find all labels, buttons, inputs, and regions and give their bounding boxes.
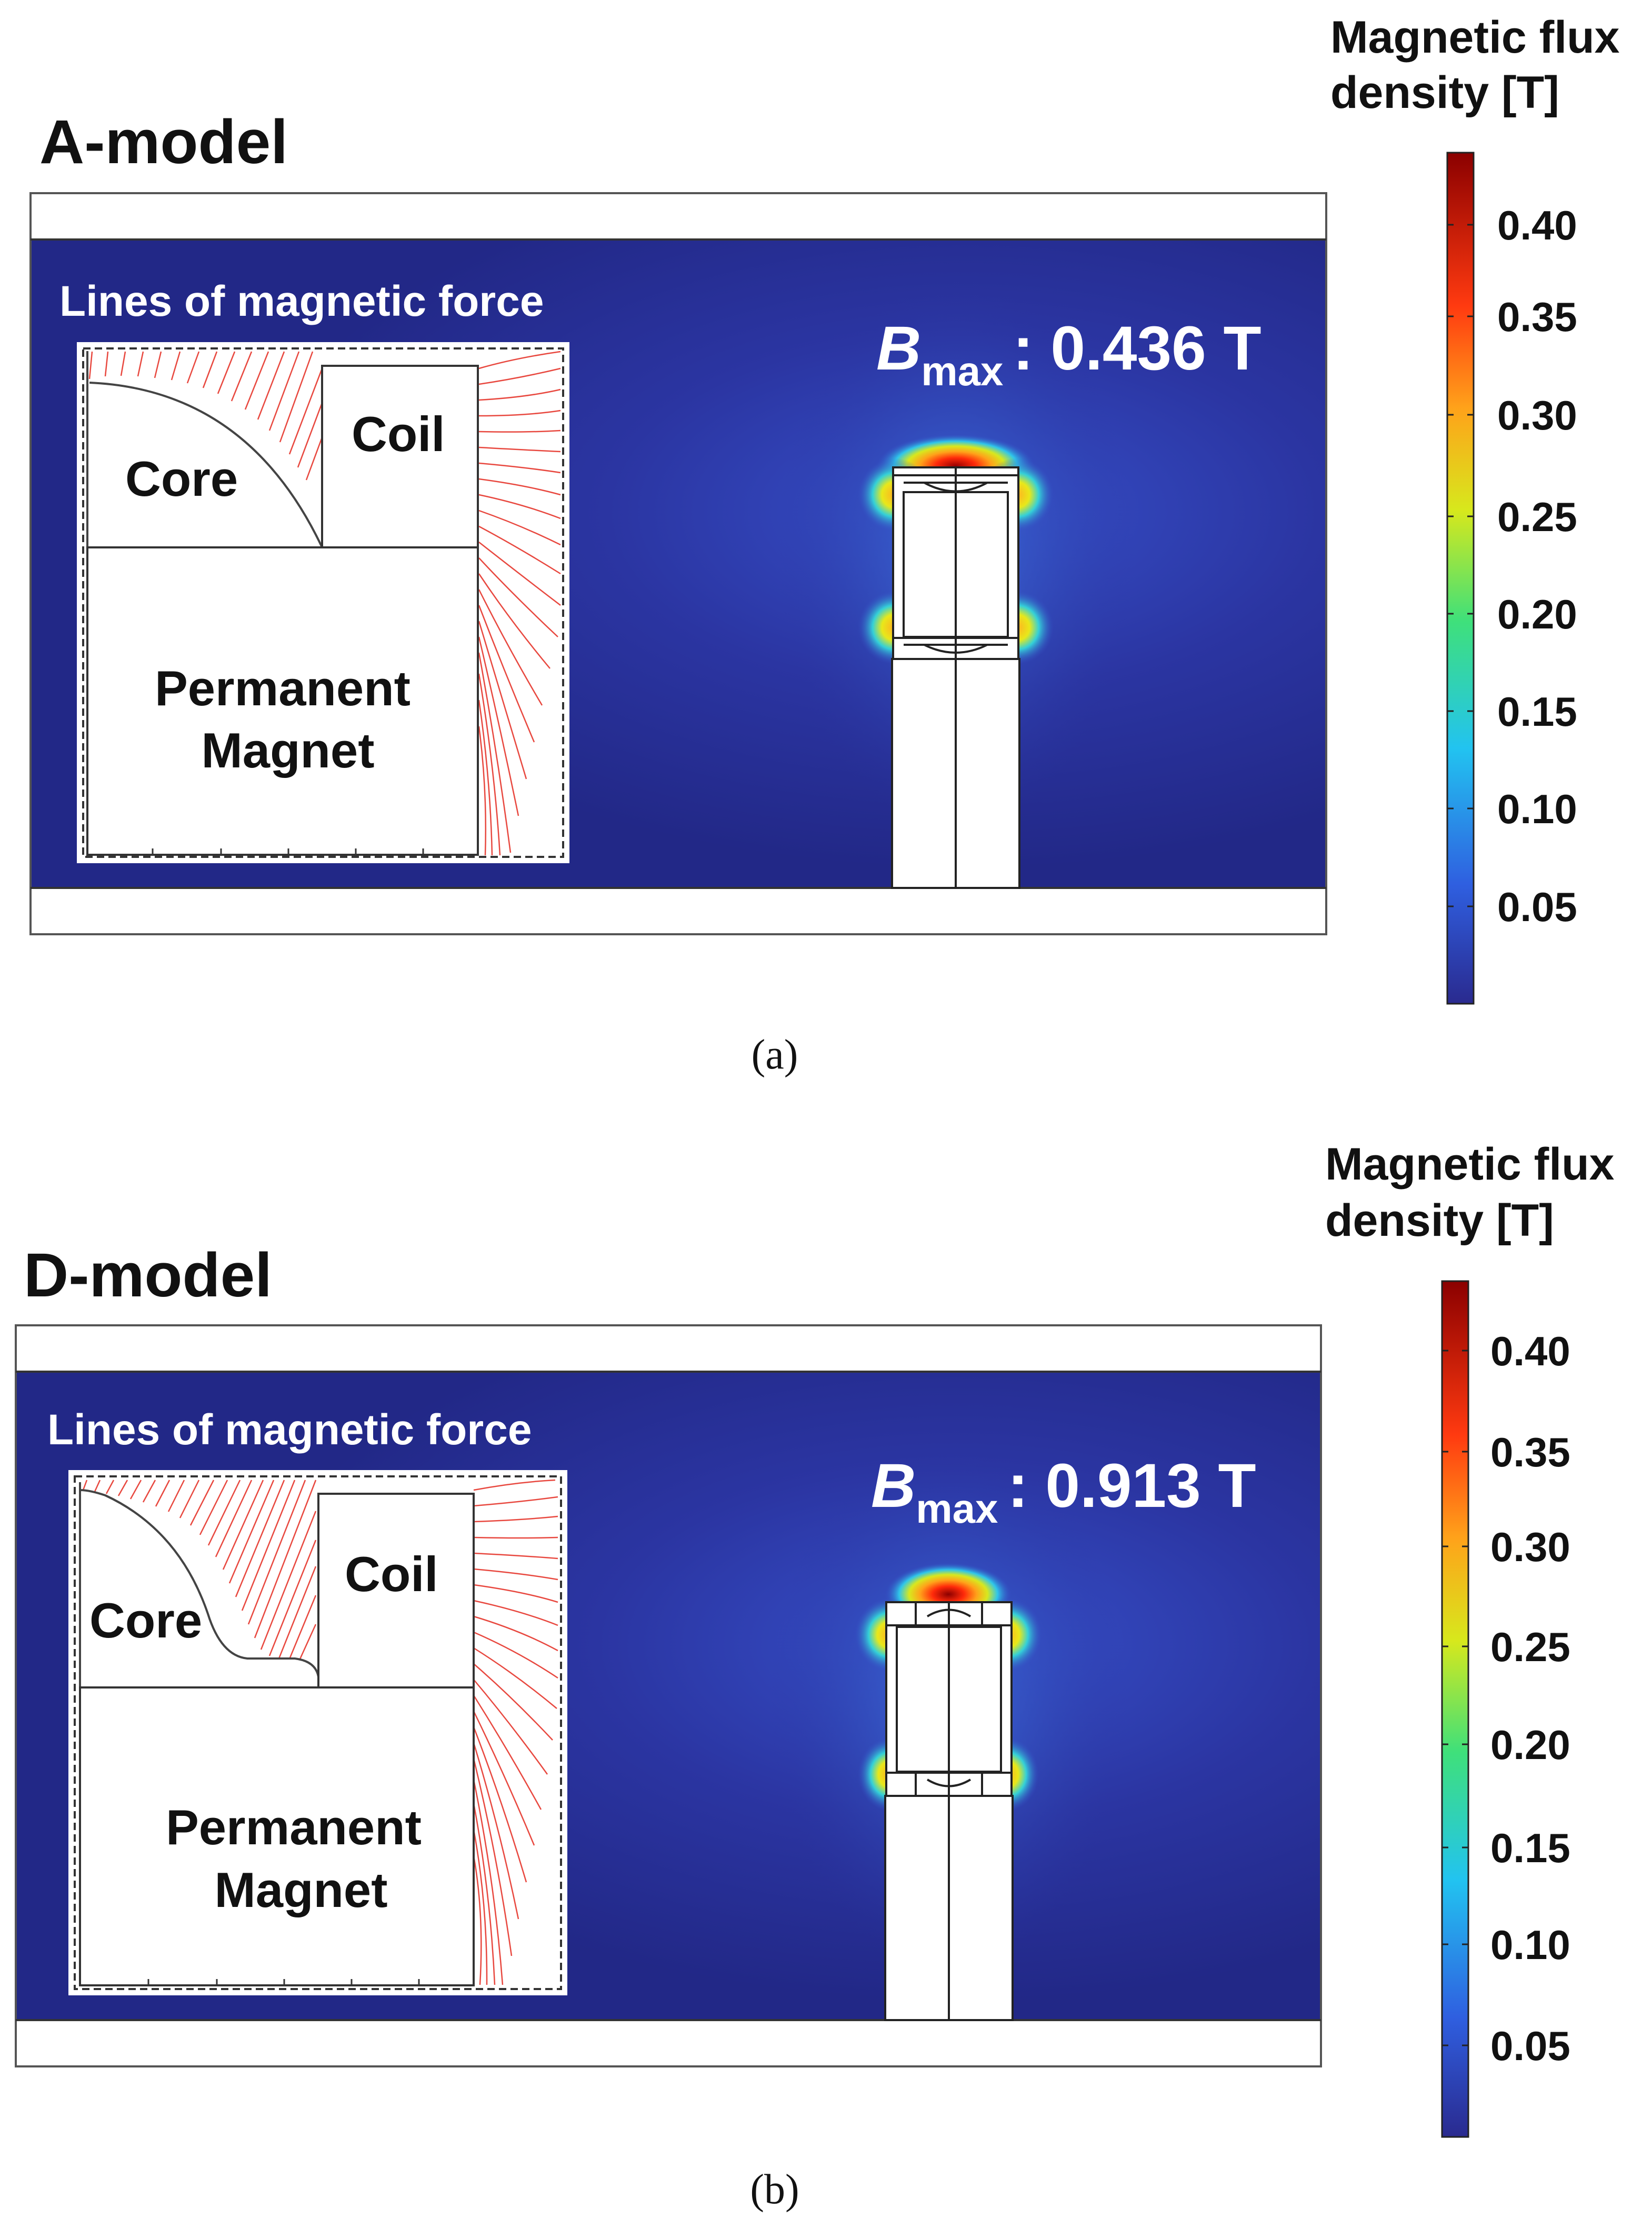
colorbar-tick: 0.05: [1490, 2023, 1570, 2069]
colorbar-tick: 0.30: [1490, 1524, 1570, 1570]
magnet-label-line1: Permanent: [155, 661, 411, 716]
colorbar-title-line2: density [T]: [1325, 1195, 1554, 1246]
colorbar-tick: 0.25: [1497, 494, 1577, 540]
colorbar-tick: 0.35: [1497, 294, 1577, 340]
model-title: D-model: [24, 1241, 272, 1310]
colorbar-title-line1: Magnetic flux: [1325, 1139, 1615, 1190]
core-outline: [79, 1482, 319, 1689]
inset-label: Lines of magnetic force: [59, 277, 544, 325]
colorbar: Magnetic flux density [T] 0.40 0.35 0.30…: [1325, 1139, 1615, 2138]
colorbar-tick: 0.20: [1490, 1722, 1570, 1768]
model-title: A-model: [39, 107, 288, 177]
permanent-magnet-region: [86, 546, 479, 856]
core-outline: [86, 351, 324, 548]
magnet-label-line2: Magnet: [215, 1862, 388, 1917]
actuator-geometry: [891, 466, 1020, 889]
scale-ticks: [147, 1979, 420, 1985]
colorbar-tick: 0.20: [1497, 591, 1577, 637]
field-lines-inset: Coil Core Permanent Magnet: [77, 342, 569, 863]
panel-a-graphic: A-model Bmax: 0.436 T Lines of magnetic …: [29, 12, 1620, 1078]
core-label: Core: [89, 1593, 202, 1648]
coil-label: Coil: [352, 406, 445, 462]
colorbar-gradient: [1441, 1280, 1469, 2138]
field-lines-inset: Coil Core Permanent Magnet: [68, 1470, 567, 1995]
coil-region: [317, 1493, 475, 1689]
bmax-label: Bmax: 0.436 T: [876, 314, 1261, 394]
colorbar-tick: 0.05: [1497, 884, 1577, 930]
coil-label: Coil: [345, 1546, 438, 1602]
colorbar-tick: 0.15: [1490, 1825, 1570, 1871]
panel-b: D-model Bmax: 0.913 T Lines of magnetic …: [0, 1119, 1652, 2238]
field-lines: [88, 351, 561, 856]
scale-ticks: [152, 848, 424, 855]
colorbar-gradient: [1446, 152, 1475, 1005]
panel-caption: (a): [752, 1032, 798, 1078]
colorbar: Magnetic flux density [T] 0.40 0.35 0.30…: [1330, 12, 1620, 1005]
magnet-label-line1: Permanent: [166, 1800, 422, 1855]
colorbar-tick: 0.40: [1490, 1328, 1570, 1374]
bmax-label: Bmax: 0.913 T: [871, 1451, 1256, 1532]
inset-label: Lines of magnetic force: [47, 1406, 532, 1454]
colorbar-tick: 0.10: [1497, 786, 1577, 832]
coil-region: [321, 365, 479, 548]
colorbar-tick: 0.35: [1490, 1429, 1570, 1475]
colorbar-title-line2: density [T]: [1330, 67, 1559, 118]
colorbar-title-line1: Magnetic flux: [1330, 12, 1620, 63]
panel-a: A-model Bmax: 0.436 T Lines of magnetic …: [29, 12, 1620, 1078]
magnet-label-line2: Magnet: [202, 723, 375, 778]
colorbar-tick: 0.25: [1490, 1624, 1570, 1670]
actuator-geometry: [884, 1601, 1014, 2021]
colorbar-tick: 0.40: [1497, 202, 1577, 248]
colorbar-tick: 0.10: [1490, 1922, 1570, 1968]
panel-b-graphic: D-model Bmax: 0.913 T Lines of magnetic …: [15, 1139, 1615, 2213]
colorbar-tick: 0.15: [1497, 688, 1577, 735]
field-lines: [82, 1479, 558, 1985]
permanent-magnet-region: [79, 1686, 475, 1986]
colorbar-tick: 0.30: [1497, 392, 1577, 438]
core-label: Core: [125, 451, 238, 506]
panel-caption: (b): [750, 2166, 799, 2213]
